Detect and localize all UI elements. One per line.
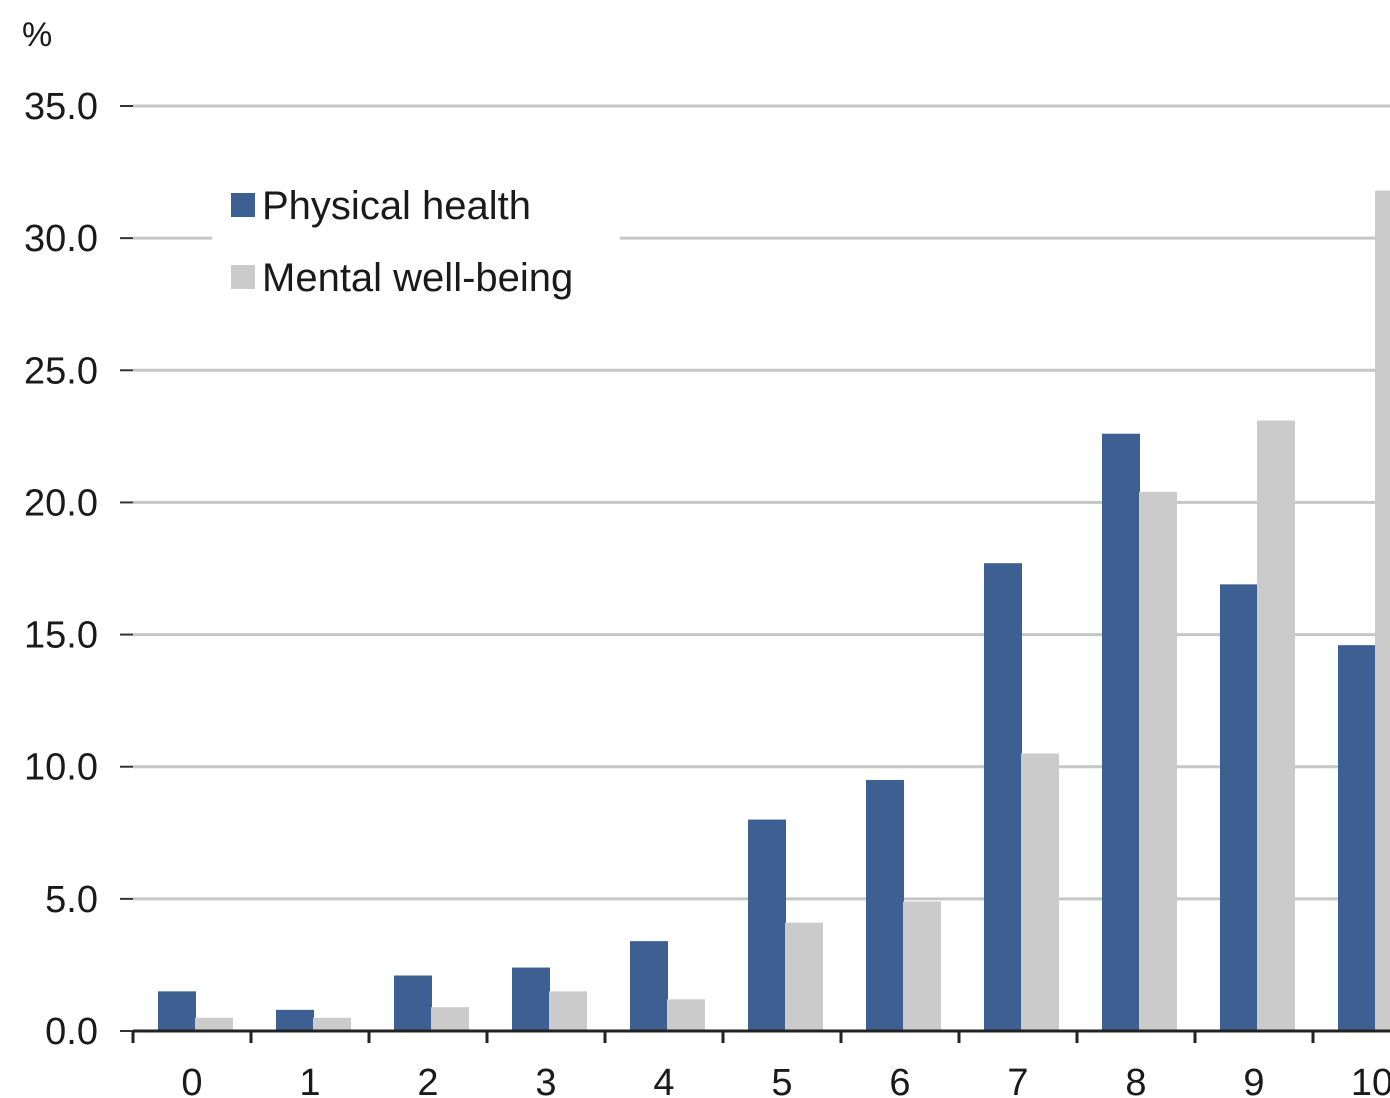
y-tick-label: 0.0 (45, 1011, 98, 1053)
bar-mental-well-being-9 (1257, 420, 1295, 1031)
axes: 0.0 5.0 10.0 15.0 20.0 25.0 30.0 35.0 0 1 2 3 4 5 6 7 8 9… (24, 86, 1390, 1098)
y-unit-label: % (22, 16, 52, 54)
y-tick-label: 5.0 (45, 879, 98, 921)
bar-mental-well-being-3 (549, 991, 587, 1031)
y-tick-label: 35.0 (24, 86, 98, 128)
bar-physical-health-0 (158, 991, 196, 1031)
bar-mental-well-being-2 (431, 1007, 469, 1031)
legend-swatch-mental-well-being (231, 265, 255, 289)
bar-mental-well-being-4 (667, 999, 705, 1031)
x-tick-label: 6 (889, 1062, 910, 1098)
bar-mental-well-being-10 (1375, 190, 1390, 1032)
x-tick-label: 1 (299, 1062, 320, 1098)
bar-mental-well-being-6 (903, 901, 941, 1031)
bar-physical-health-2 (394, 975, 432, 1031)
x-tick-label: 10 (1351, 1062, 1390, 1098)
bar-physical-health-10 (1338, 645, 1376, 1031)
bar-mental-well-being-8 (1139, 491, 1177, 1031)
y-tick-label: 15.0 (24, 615, 98, 657)
y-tick-label: 30.0 (24, 218, 98, 260)
y-tick-label: 25.0 (24, 350, 98, 392)
bar-physical-health-6 (866, 779, 904, 1031)
legend-swatch-physical-health (231, 193, 255, 217)
bar-physical-health-3 (512, 967, 550, 1031)
legend-background (212, 170, 620, 310)
x-tick-label: 4 (653, 1062, 674, 1098)
legend-label-mental-well-being: Mental well-being (262, 256, 573, 300)
x-tick-label: 8 (1125, 1062, 1146, 1098)
bar-physical-health-4 (630, 941, 668, 1031)
x-tick-label: 0 (181, 1062, 202, 1098)
bar-mental-well-being-0 (195, 1017, 233, 1031)
bar-mental-well-being-7 (1021, 753, 1059, 1031)
x-tick-label: 3 (535, 1062, 556, 1098)
bar-physical-health-7 (984, 563, 1022, 1031)
y-tick-label: 20.0 (24, 482, 98, 524)
x-tick-label: 9 (1243, 1062, 1264, 1098)
bar-physical-health-1 (276, 1009, 314, 1031)
bar-mental-well-being-5 (785, 922, 823, 1031)
legend-label-physical-health: Physical health (262, 184, 531, 228)
bar-mental-well-being-1 (313, 1017, 351, 1031)
legend: Physical health Mental well-being (212, 170, 620, 310)
bars (158, 190, 1390, 1032)
x-tick-label: 5 (771, 1062, 792, 1098)
x-tick-label: 7 (1007, 1062, 1028, 1098)
bar-physical-health-8 (1102, 433, 1140, 1031)
y-tick-label: 10.0 (24, 747, 98, 789)
bar-physical-health-9 (1220, 584, 1258, 1031)
bar-physical-health-5 (748, 819, 786, 1031)
x-tick-label: 2 (417, 1062, 438, 1098)
